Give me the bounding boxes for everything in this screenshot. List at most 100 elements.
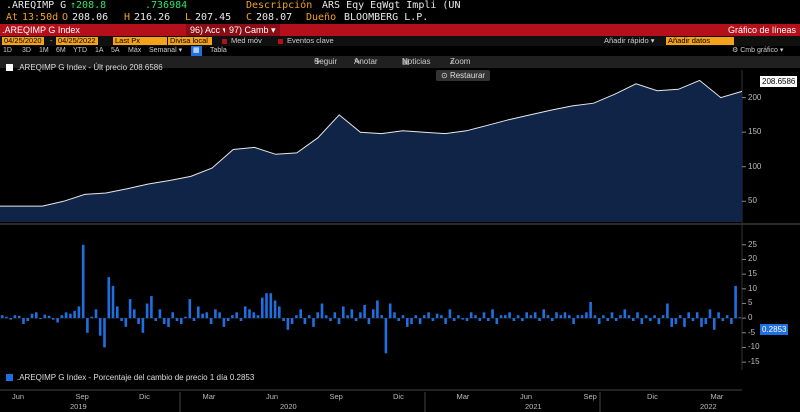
lower-y-tick-label: 20 <box>748 254 757 264</box>
pct-bar <box>649 318 652 321</box>
range-1a[interactable]: 1A <box>95 47 104 54</box>
divisa-field[interactable]: Divisa local <box>168 37 212 45</box>
pct-bar <box>26 318 29 321</box>
end-date-field[interactable]: 04/25/2022 <box>56 36 98 45</box>
price-area <box>0 80 742 223</box>
pct-bar <box>175 318 179 321</box>
pct-bar <box>145 303 149 319</box>
pct-bar <box>632 318 635 321</box>
pct-bar <box>623 309 627 319</box>
start-date-field[interactable]: 04/25/2020 <box>2 36 44 45</box>
time: 13:50d <box>22 12 59 23</box>
pct-bar <box>487 318 490 321</box>
owner-label: Dueño <box>306 12 337 23</box>
x-month-label: Sep <box>329 392 343 401</box>
x-month-label: Dic <box>647 392 658 401</box>
high-value: 216.26 <box>134 12 171 23</box>
tabla-button[interactable]: Tabla <box>210 47 227 54</box>
pct-bar <box>580 315 584 319</box>
pct-bar <box>380 315 383 319</box>
pct-bar <box>482 312 486 319</box>
range-max[interactable]: Máx <box>128 47 142 54</box>
pct-bar <box>359 312 362 319</box>
pct-bar <box>666 303 669 319</box>
pct-bar <box>188 299 192 319</box>
pct-bar <box>60 315 64 319</box>
pct-bar <box>197 306 200 319</box>
open-value: 208.06 <box>72 12 109 23</box>
last-px-field[interactable]: Last Px <box>113 37 167 45</box>
last-pct-marker: 0.2853 <box>760 324 789 335</box>
last-price: ↑208.8 <box>70 0 107 11</box>
title-bar: .AREQIMP G Index 96) Acc ▾ 97) Camb ▾ Gr… <box>0 24 800 36</box>
pct-bar <box>559 315 563 319</box>
anadir-rapido-button[interactable]: Añadir rápido ▾ <box>604 36 655 45</box>
acc-menu[interactable]: 96) Acc ▾ <box>186 24 232 36</box>
pct-bar <box>124 318 128 327</box>
pct-bar <box>619 315 622 319</box>
range-3d[interactable]: 3D <box>22 47 31 54</box>
range-5a[interactable]: 5A <box>111 47 120 54</box>
cmb-grafico-button[interactable]: ⚙ Cmb gráfico ▾ <box>732 47 784 54</box>
pct-bar <box>141 318 145 333</box>
pct-bar <box>107 277 111 319</box>
tabla-icon[interactable]: ▦ <box>191 46 202 56</box>
pct-bar <box>431 318 435 321</box>
upper-y-tick-label: 200 <box>748 92 762 102</box>
restaurar-button[interactable]: ⊙ Restaurar <box>436 70 491 81</box>
range-ytd[interactable]: YTD <box>73 47 87 54</box>
lower-legend: .AREQIMP G Index - Porcentaje del cambio… <box>6 373 254 382</box>
range-1d[interactable]: 1D <box>3 47 12 54</box>
pct-bar <box>644 315 648 319</box>
frequency-select[interactable]: Semanal ▾ <box>149 47 183 54</box>
pct-bar <box>39 318 42 319</box>
pct-bar <box>568 315 571 319</box>
pct-bar <box>388 303 392 319</box>
range-1m[interactable]: 1M <box>39 47 49 54</box>
camb-menu[interactable]: 97) Camb ▾ <box>225 24 280 36</box>
pct-bar <box>533 312 537 319</box>
zoom-icon: ⌕ <box>450 57 455 66</box>
pct-bar <box>738 317 742 319</box>
lower-y-tick-label: -10 <box>748 342 760 352</box>
med-mov-toggle[interactable]: Med móv <box>220 37 264 45</box>
pencil-icon: ✎ <box>354 57 361 66</box>
pct-bar <box>261 297 264 319</box>
security-title: .AREQIMP G Index <box>2 25 80 35</box>
x-month-label: Dic <box>139 392 150 401</box>
range-6m[interactable]: 6M <box>56 47 66 54</box>
pct-bar <box>111 285 115 319</box>
pct-bar <box>214 309 217 319</box>
pct-bar <box>653 315 656 319</box>
pct-bar <box>120 318 123 321</box>
pct-bar <box>316 312 319 319</box>
ticker: .AREQIMP G <box>6 0 67 11</box>
pct-bar <box>30 313 34 319</box>
pct-bar <box>551 318 554 321</box>
x-year-label: 2020 <box>280 402 297 411</box>
eventos-toggle[interactable]: Eventos clave <box>276 37 336 45</box>
restore-icon: ⊙ <box>441 71 450 80</box>
pct-bar <box>69 313 72 319</box>
anadir-datos-field[interactable]: Añadir datos <box>666 37 734 45</box>
pct-bar <box>252 312 256 319</box>
pct-bar <box>478 318 482 321</box>
pct-bar <box>35 312 38 319</box>
pct-bar <box>504 315 507 319</box>
x-month-label: Mar <box>456 392 470 401</box>
pct-bar <box>640 318 644 324</box>
date-separator: - <box>50 36 53 45</box>
pct-bar <box>231 315 234 319</box>
pct-bar <box>13 315 17 319</box>
pct-bar <box>691 318 695 321</box>
pct-bar <box>167 318 170 327</box>
chart-type-label: Gráfico de líneas <box>727 25 796 35</box>
close-label: C <box>246 12 253 23</box>
x-month-label: Jun <box>520 392 533 401</box>
pct-bar <box>683 318 686 327</box>
pct-bar <box>384 318 388 354</box>
pct-bar <box>440 315 443 319</box>
pct-bar <box>563 312 567 319</box>
pct-bar <box>589 302 592 319</box>
